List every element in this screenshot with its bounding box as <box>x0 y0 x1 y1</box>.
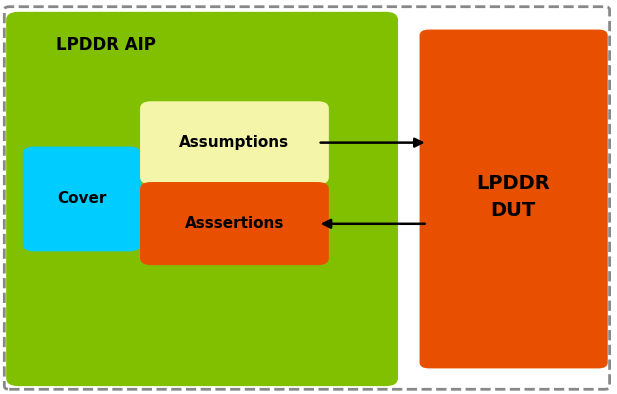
Text: LPDDR AIP: LPDDR AIP <box>56 36 155 54</box>
Text: Cover: Cover <box>57 191 106 206</box>
Text: Assumptions: Assumptions <box>180 135 289 150</box>
FancyBboxPatch shape <box>6 12 398 386</box>
FancyBboxPatch shape <box>140 101 329 184</box>
FancyBboxPatch shape <box>420 30 608 368</box>
FancyBboxPatch shape <box>4 7 610 389</box>
Text: Asssertions: Asssertions <box>184 216 284 231</box>
Text: LPDDR
DUT: LPDDR DUT <box>476 174 550 220</box>
FancyBboxPatch shape <box>140 182 329 265</box>
FancyBboxPatch shape <box>23 147 141 251</box>
